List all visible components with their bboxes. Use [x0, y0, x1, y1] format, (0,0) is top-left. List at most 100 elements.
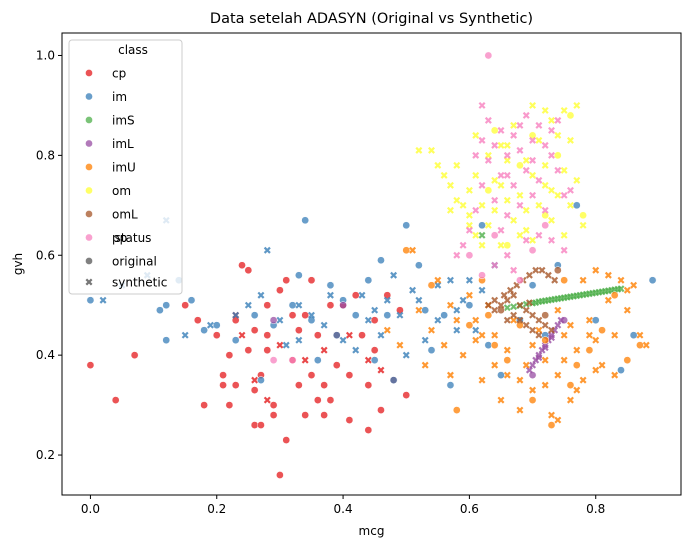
point-om-synthetic [497, 141, 505, 149]
point-imU-synthetic [421, 361, 429, 369]
point-cp-original [351, 291, 360, 300]
point-imU-synthetic [592, 366, 600, 374]
point-imU-synthetic [560, 331, 568, 339]
point-imU-synthetic [409, 246, 417, 254]
point-im-original [478, 221, 486, 230]
point-cp-original [238, 261, 246, 270]
point-omL-synthetic [535, 331, 543, 339]
point-pp-synthetic [560, 191, 568, 199]
point-imU-synthetic [541, 381, 549, 389]
point-imU-synthetic [630, 281, 638, 289]
legend-label-imS: imS [112, 114, 135, 128]
point-im-synthetic [453, 306, 461, 314]
point-im-synthetic [282, 341, 290, 349]
point-imU-original [636, 341, 644, 350]
point-imU-synthetic [446, 371, 454, 379]
point-imU-synthetic [472, 316, 480, 324]
point-imU-synthetic [453, 316, 461, 324]
point-imU-original [465, 321, 474, 330]
y-tick-label: 0.4 [36, 348, 55, 362]
point-im-original [427, 346, 436, 355]
legend-marker-synthetic [85, 278, 93, 286]
legend-label-imU: imU [112, 161, 136, 175]
point-om-synthetic [446, 206, 454, 214]
legend-label-im: im [112, 90, 127, 104]
point-imU-synthetic [566, 396, 574, 404]
point-imU-synthetic [554, 371, 562, 379]
point-cp-original [313, 396, 322, 404]
point-cp-synthetic [238, 331, 246, 339]
point-omL-synthetic [529, 311, 537, 319]
point-imU-synthetic [446, 301, 454, 309]
point-imU-synthetic [585, 331, 593, 339]
point-imU-synthetic [566, 321, 574, 329]
point-pp-original [541, 221, 550, 230]
legend-status-title: status [115, 231, 152, 245]
point-om-synthetic [529, 101, 537, 109]
point-cp-synthetic [251, 376, 259, 384]
point-pp-original [528, 246, 537, 255]
point-imU-synthetic [522, 361, 530, 369]
point-om-synthetic [516, 231, 524, 239]
point-im-original [446, 381, 455, 389]
point-omL-synthetic [500, 291, 508, 299]
point-cp-original [332, 361, 341, 369]
point-imU-synthetic [465, 291, 473, 299]
point-om-synthetic [478, 201, 486, 209]
point-imU-original [541, 336, 550, 345]
point-im-synthetic [99, 296, 107, 304]
point-om-synthetic [510, 216, 518, 224]
point-cp-original [313, 331, 322, 340]
point-om-synthetic [560, 166, 568, 174]
y-axis-label: gvh [11, 253, 25, 275]
point-om-synthetic [529, 236, 537, 244]
point-pp-synthetic [516, 201, 524, 209]
point-cp-original [86, 361, 95, 369]
point-cp-original [307, 371, 316, 379]
point-pp-original [269, 356, 278, 364]
point-cp-synthetic [276, 341, 284, 349]
point-imU-synthetic [617, 276, 625, 284]
point-imU-original [490, 341, 499, 350]
point-om-synthetic [434, 161, 442, 169]
point-im-original [383, 311, 392, 320]
point-pp-synthetic [522, 166, 530, 174]
point-omL-synthetic [541, 321, 549, 329]
legend-label-pp: pp [112, 231, 127, 245]
point-imL-original [528, 371, 537, 379]
point-im-synthetic [453, 326, 461, 334]
point-imU-synthetic [478, 376, 486, 384]
point-pp-synthetic [522, 111, 530, 119]
point-cp-original [250, 386, 259, 394]
point-pp-synthetic [548, 126, 555, 134]
point-pp-synthetic [497, 226, 505, 234]
point-om-original [490, 126, 499, 135]
point-pp-original [516, 276, 524, 285]
point-omL-original [553, 266, 562, 275]
point-omL-synthetic [510, 311, 518, 319]
point-cp-synthetic [263, 396, 271, 404]
point-im-original [295, 271, 303, 280]
point-pp-synthetic [529, 156, 537, 164]
point-om-synthetic [573, 176, 581, 184]
point-pp-synthetic [535, 176, 543, 184]
point-imU-synthetic [383, 326, 391, 334]
point-imL-original [269, 316, 278, 325]
point-imU-original [427, 281, 436, 290]
point-pp-original [490, 231, 499, 240]
point-imL-synthetic [529, 361, 537, 369]
legend-marker-om [85, 186, 93, 195]
point-imU-synthetic [585, 316, 593, 324]
point-om-synthetic [529, 171, 537, 179]
point-cp-synthetic [301, 356, 309, 364]
point-omL-synthetic [535, 316, 543, 324]
point-om-original [516, 161, 524, 170]
point-im-original [326, 281, 335, 290]
point-im-synthetic [257, 291, 265, 299]
point-im-original [629, 331, 638, 340]
point-omL-synthetic [491, 296, 499, 304]
point-om-synthetic [541, 161, 549, 169]
point-im-original [528, 281, 537, 290]
legend-marker-imU [85, 163, 93, 171]
